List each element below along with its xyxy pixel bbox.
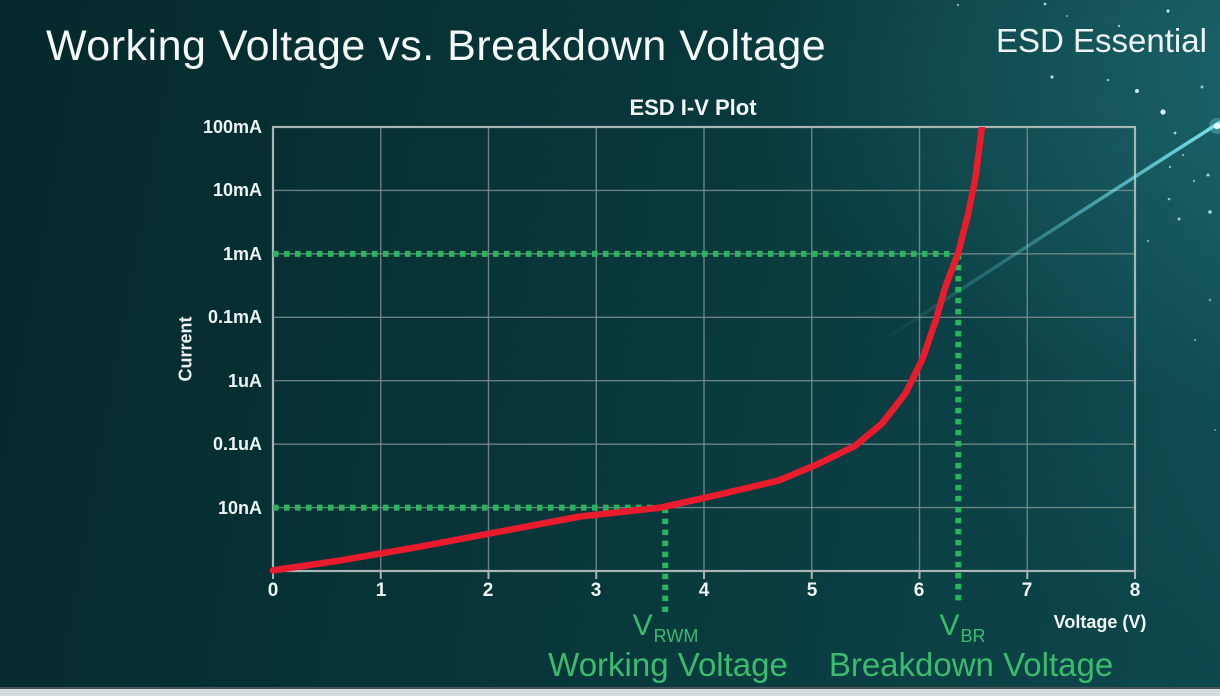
x-tick-label: 7: [1021, 580, 1033, 601]
breakdown-voltage-caption: Breakdown Voltage: [828, 646, 1114, 683]
x-tick-label: 2: [482, 580, 494, 601]
chart-title: ESD I-V Plot: [629, 95, 757, 120]
decorative-swoosh: [877, 120, 1220, 346]
vbr-subscript: BR: [960, 626, 986, 646]
x-tick-label: 5: [806, 580, 818, 601]
x-tick-label: 1: [375, 580, 387, 601]
vbr-annotation: VBR: [939, 609, 986, 646]
y-axis-title: Current: [175, 316, 196, 382]
x-axis-title: Voltage (V): [1053, 612, 1147, 632]
vrwm-subscript: RWM: [653, 626, 699, 646]
working-voltage-caption: Working Voltage: [548, 646, 788, 683]
brand-text: ESD Essential: [996, 22, 1207, 59]
y-tick-label: 1mA: [222, 244, 262, 264]
y-tick-label: 10mA: [212, 180, 262, 200]
x-tick-label: 8: [1129, 580, 1141, 601]
x-tick-label: 4: [698, 580, 710, 601]
y-tick-label: 10nA: [217, 498, 262, 518]
iv-curve: [269, 127, 986, 574]
x-tick-label: 6: [913, 580, 925, 601]
vrwm-symbol: V: [632, 609, 653, 642]
bottom-strip: [0, 687, 1220, 696]
x-tick-label: 0: [267, 580, 279, 601]
x-tick-label: 3: [590, 580, 602, 601]
vbr-symbol: V: [939, 609, 960, 642]
page-title: Working Voltage vs. Breakdown Voltage: [46, 22, 827, 70]
y-tick-label: 100mA: [202, 117, 262, 137]
y-tick-label: 1uA: [227, 371, 262, 391]
y-tick-label: 0.1mA: [207, 307, 262, 327]
vrwm-annotation: VRWM: [632, 609, 699, 646]
y-tick-label: 0.1uA: [212, 434, 262, 454]
